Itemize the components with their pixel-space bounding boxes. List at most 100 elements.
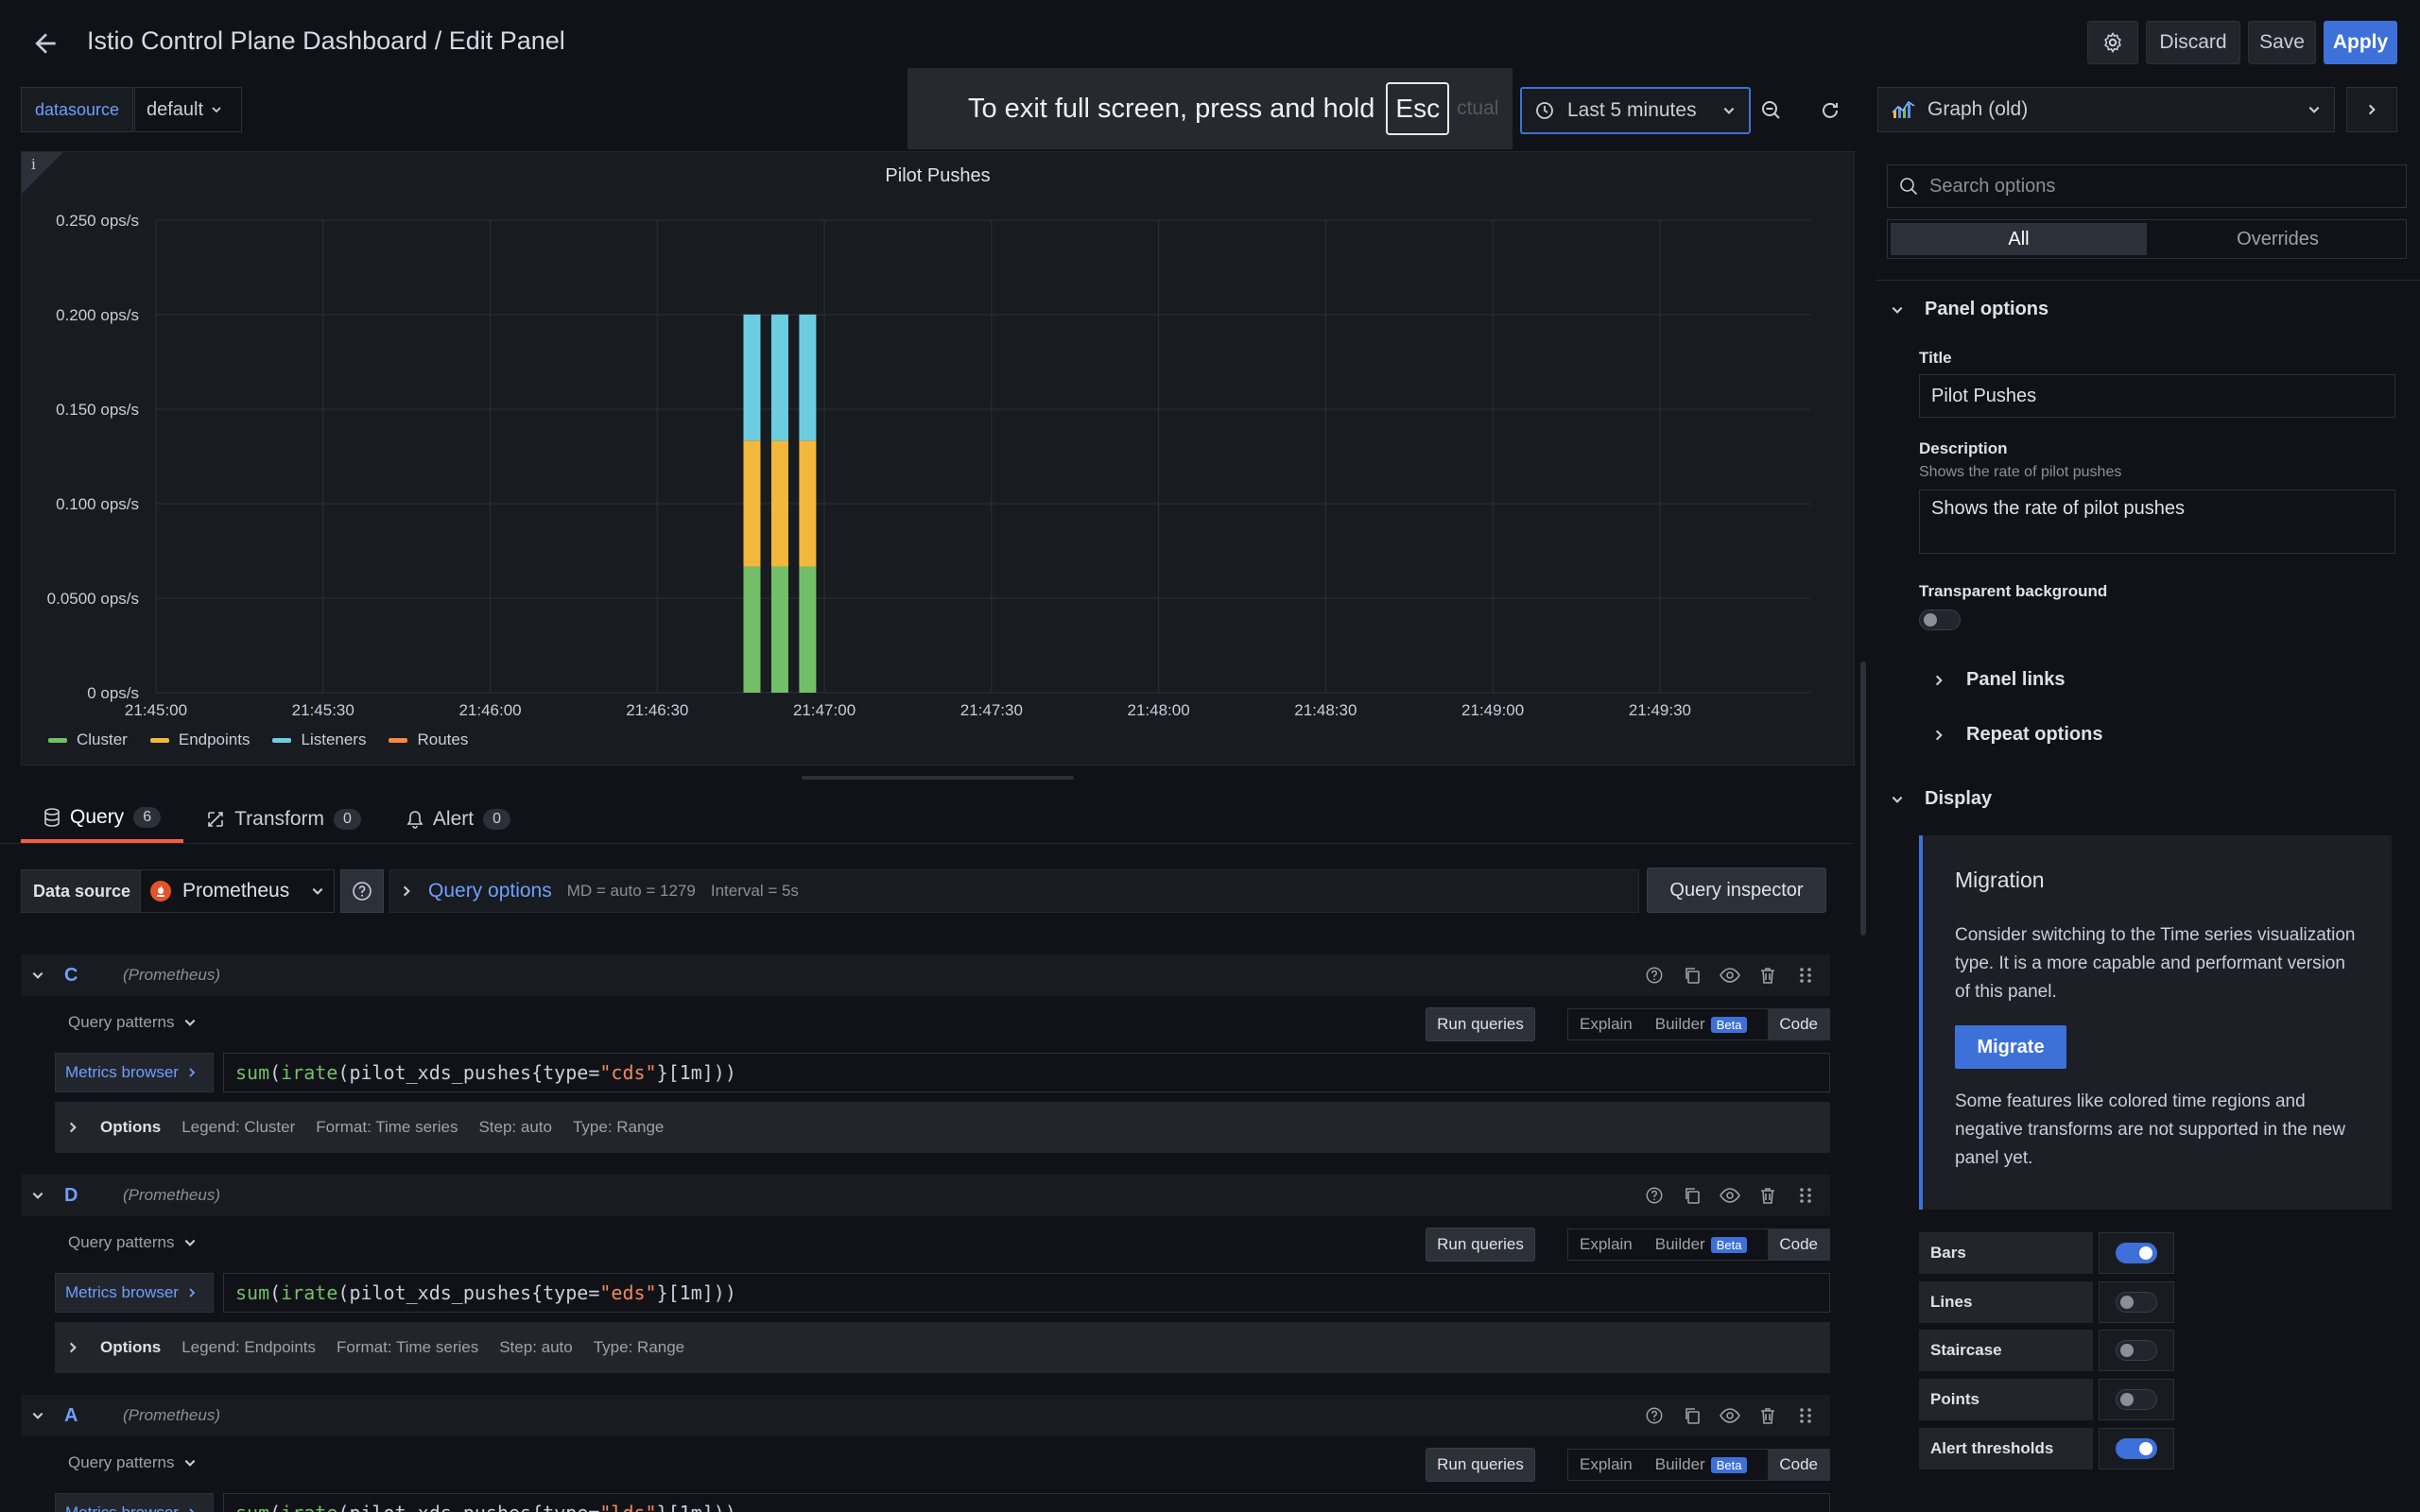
duplicate-query-icon[interactable] [1681,1184,1703,1207]
query-help-icon[interactable] [1643,964,1666,987]
dashboard-settings-button[interactable] [2087,21,2138,64]
promql-query-input[interactable]: sum(irate(pilot_xds_pushes{type="lds"}[1… [223,1493,1830,1512]
metrics-browser-button[interactable]: Metrics browser [55,1053,214,1092]
promql-query-input[interactable]: sum(irate(pilot_xds_pushes{type = "eds"}[1… [223,1273,1830,1313]
legend-swatch[interactable] [389,737,408,743]
graph-chart[interactable]: 0 ops/s 0.0500 ops/s 0.100 ops/s 0.150 ops/… [22,190,1856,719]
staircase-toggle[interactable] [2116,1340,2157,1361]
save-button[interactable]: Save [2248,21,2316,64]
filter-overrides[interactable]: Overrides [2237,228,2319,249]
metrics-browser-button[interactable]: Metrics browser [55,1493,214,1512]
filter-all[interactable]: All [1891,223,2147,255]
legend-item-endpoints[interactable]: Endpoints [149,730,250,749]
explain-toggle[interactable]: Explain [1580,1235,1633,1253]
query-patterns-dropdown[interactable]: Query patterns [68,1013,197,1032]
drag-handle-icon[interactable] [1794,1184,1817,1207]
bar-listeners[interactable] [743,314,761,441]
query-ref-id[interactable]: A [64,1404,78,1426]
query-help-icon[interactable] [1643,1184,1666,1207]
query-ref-id[interactable]: D [64,1184,78,1206]
zoom-out-button[interactable] [1747,87,1796,134]
tab-query[interactable]: Query 6 [21,796,184,843]
builder-mode-tab[interactable]: Builder Beta [1644,1450,1759,1480]
legend-item-cluster[interactable]: Cluster [48,730,128,749]
bars-toggle[interactable] [2116,1243,2157,1263]
bar-listeners[interactable] [770,314,788,441]
bar-cluster[interactable] [743,566,761,693]
points-toggle[interactable] [2116,1389,2157,1410]
query-options-toggle[interactable]: Query options [428,880,552,902]
query-inspector-button[interactable]: Query inspector [1647,868,1826,913]
legend-item-listeners[interactable]: Listeners [272,730,366,749]
query-options-row[interactable]: Options Legend: Cluster Format: Time ser… [55,1102,1830,1153]
refresh-button[interactable] [1806,87,1855,134]
tab-alert[interactable]: Alert 0 [384,796,533,843]
repeat-options-section[interactable]: Repeat options [1932,724,2102,746]
run-queries-button[interactable]: Run queries [1426,1448,1535,1482]
discard-button[interactable]: Discard [2146,21,2240,64]
display-section[interactable]: Display [1891,788,1992,810]
bar-endpoints[interactable] [770,440,788,567]
query-options-row[interactable]: Options Legend: Endpoints Format: Time s… [55,1322,1830,1373]
apply-button[interactable]: Apply [2324,21,2397,64]
visualization-picker[interactable]: Graph (old) [1877,87,2335,132]
query-patterns-dropdown[interactable]: Query patterns [68,1233,197,1252]
builder-mode-tab[interactable]: Builder Beta [1644,1229,1759,1260]
explain-toggle[interactable]: Explain [1580,1455,1633,1473]
panel-title-input[interactable]: Pilot Pushes [1919,374,2395,418]
promql-query-input[interactable]: sum(irate(pilot_xds_pushes{type = "cds"}[1… [223,1053,1830,1092]
time-range-picker[interactable]: Last 5 minutes [1520,87,1751,134]
delete-query-icon[interactable] [1756,1404,1779,1427]
alert-thresholds-toggle[interactable] [2116,1438,2157,1459]
panel-resize-handle[interactable] [802,776,1074,780]
run-queries-button[interactable]: Run queries [1426,1007,1535,1041]
panel-options-section[interactable]: Panel options [1891,299,2048,320]
chevron-down-icon[interactable] [21,1409,55,1422]
query-help-icon[interactable] [1643,1404,1666,1427]
duplicate-query-icon[interactable] [1681,1404,1703,1427]
panel-info-corner[interactable] [22,152,63,194]
transparent-background-switch[interactable] [1919,610,1961,630]
bar-endpoints[interactable] [799,440,817,567]
bar-cluster[interactable] [799,566,817,693]
legend-swatch[interactable] [48,737,67,743]
scrollbar[interactable] [1860,662,1866,936]
delete-query-icon[interactable] [1756,964,1779,987]
tab-transform[interactable]: Transform 0 [183,796,384,843]
legend-swatch[interactable] [272,737,292,743]
options-pane-toggle[interactable] [2346,87,2397,132]
chevron-down-icon[interactable] [21,969,55,982]
info-icon[interactable]: i [31,156,36,173]
legend-swatch[interactable] [149,737,169,743]
bar-cluster[interactable] [770,566,788,693]
code-mode-tab[interactable]: Code [1768,1450,1829,1480]
query-ref-id[interactable]: C [64,964,78,986]
migrate-button[interactable]: Migrate [1955,1025,2066,1069]
explain-toggle[interactable]: Explain [1580,1015,1633,1033]
datasource-variable-select[interactable]: default [134,87,242,132]
bar-endpoints[interactable] [743,440,761,567]
toggle-query-visibility-icon[interactable] [1719,964,1741,987]
panel-links-section[interactable]: Panel links [1932,669,2066,691]
run-queries-button[interactable]: Run queries [1426,1228,1535,1262]
code-mode-tab[interactable]: Code [1768,1229,1829,1260]
chevron-right-icon[interactable] [400,885,413,898]
lines-toggle[interactable] [2116,1292,2157,1313]
builder-mode-tab[interactable]: Builder Beta [1644,1009,1759,1040]
query-patterns-dropdown[interactable]: Query patterns [68,1453,197,1472]
drag-handle-icon[interactable] [1794,1404,1817,1427]
data-source-help-button[interactable] [340,869,384,913]
transparent-background-toggle[interactable] [1919,610,1961,630]
chevron-down-icon[interactable] [21,1189,55,1202]
duplicate-query-icon[interactable] [1681,964,1703,987]
drag-handle-icon[interactable] [1794,964,1817,987]
bar-listeners[interactable] [799,314,817,441]
search-options-field[interactable]: Search options [1887,164,2407,208]
toggle-query-visibility-icon[interactable] [1719,1404,1741,1427]
back-arrow-icon[interactable] [26,25,64,62]
toggle-query-visibility-icon[interactable] [1719,1184,1741,1207]
legend-item-routes[interactable]: Routes [389,730,468,749]
description-textarea[interactable]: Shows the rate of pilot pushes [1919,490,2395,554]
delete-query-icon[interactable] [1756,1184,1779,1207]
code-mode-tab[interactable]: Code [1768,1009,1829,1040]
